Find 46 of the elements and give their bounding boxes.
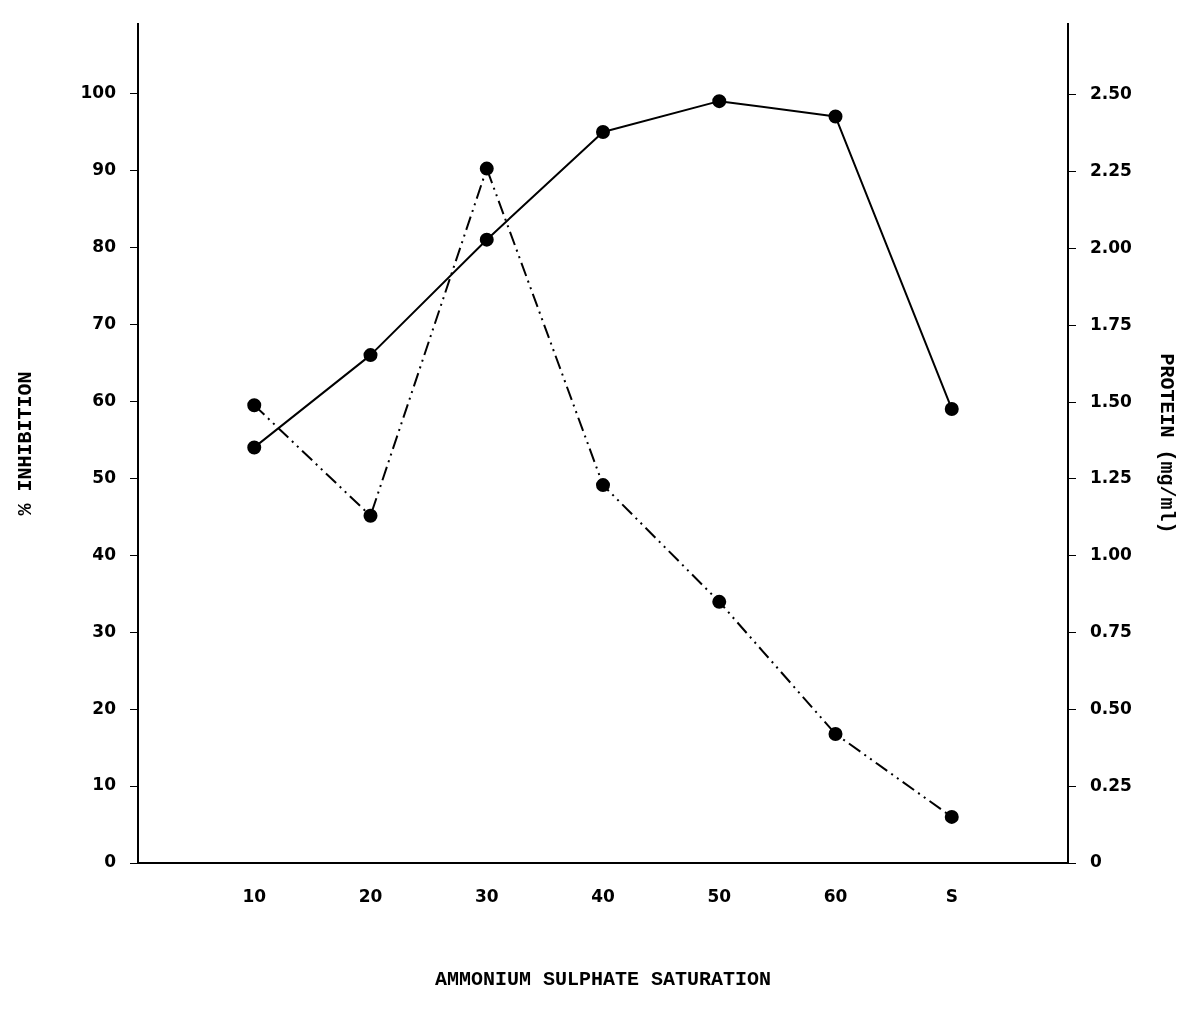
point (363, 348, 378, 363)
point (479, 161, 494, 176)
y2-axis-title: PROTEIN (mg/ml) (1154, 353, 1178, 534)
x-tick-label: 50 (707, 885, 732, 906)
point (247, 398, 262, 413)
x-tick-label: 60 (823, 885, 848, 906)
y2-tick-label: 2.50 (1090, 83, 1133, 104)
point (596, 478, 610, 493)
x-tick-label: 40 (591, 885, 615, 906)
y-tick-label: 90 (92, 158, 117, 179)
y2-tick-label: 0.50 (1090, 697, 1133, 718)
y-axis-title: % INHIBITION (14, 371, 38, 516)
point (828, 109, 843, 124)
y2-tick-label: 0.75 (1090, 620, 1132, 641)
y2-tick-label: 1.00 (1090, 544, 1133, 565)
point (247, 440, 262, 455)
point (596, 124, 610, 139)
y2-tick-label: 1.75 (1090, 313, 1132, 334)
y-tick-label: 60 (92, 389, 117, 410)
y-tick-label: 80 (92, 235, 117, 256)
point (944, 809, 959, 824)
y2-tick-label: 1.50 (1090, 390, 1133, 411)
point (944, 401, 959, 416)
x-tick-label: S (945, 885, 958, 906)
x-tick-label: 20 (358, 885, 383, 906)
y-tick-label: 40 (92, 543, 117, 564)
x-tick-label: 30 (474, 885, 499, 906)
y2-tick-label: 0 (1090, 851, 1102, 872)
point (712, 594, 727, 609)
y2-tick-label: 2.00 (1090, 236, 1133, 257)
y-tick-label: 70 (92, 312, 117, 333)
x-tick-label: 10 (242, 885, 267, 906)
point (712, 94, 727, 109)
y-tick-label: 100 (80, 81, 117, 102)
y2-tick-label: 0.25 (1090, 774, 1132, 795)
y-tick-label: 20 (92, 697, 117, 718)
point (479, 232, 494, 247)
point (828, 726, 843, 741)
x-axis-title: AMMONIUM SULPHATE SATURATION (434, 968, 772, 992)
point (363, 508, 378, 523)
y-tick-label: 50 (92, 466, 117, 487)
y-tick-label: 30 (92, 620, 117, 641)
y-tick-label: 0 (104, 851, 117, 872)
y-tick-label: 10 (92, 774, 117, 795)
y2-tick-label: 1.25 (1090, 467, 1132, 488)
y2-tick-label: 2.25 (1090, 160, 1132, 181)
